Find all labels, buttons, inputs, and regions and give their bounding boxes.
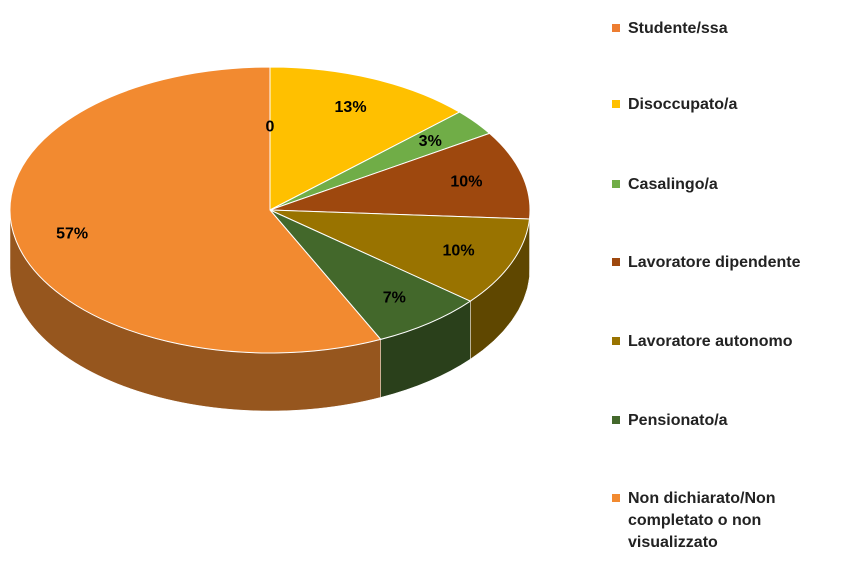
legend-swatch: [612, 494, 620, 502]
legend-swatch: [612, 100, 620, 108]
legend-label: Lavoratore dipendente: [628, 254, 801, 271]
legend-label: Pensionato/a: [628, 412, 728, 429]
data-label: 3%: [419, 133, 442, 150]
data-label: 10%: [443, 242, 475, 259]
data-label: 10%: [450, 173, 482, 190]
pie-slice: [269, 209, 531, 302]
data-label: 57%: [56, 226, 88, 243]
legend-item: Studente/ssa: [612, 18, 848, 40]
legend-item: Lavoratore autonomo: [612, 331, 848, 353]
pie-slice: [269, 209, 472, 340]
legend-item: Casalingo/a: [612, 174, 848, 196]
chart: 0 13% 3% 10% 10% 7% 57%: [9, 66, 531, 412]
legend-label: Non dichiarato/Non completato o non visu…: [628, 490, 776, 551]
legend-item: Non dichiarato/Non completato o non visu…: [612, 488, 848, 554]
pie-slice: [9, 66, 382, 354]
legend-label: Casalingo/a: [628, 176, 718, 193]
legend-swatch: [612, 416, 620, 424]
legend-item: Pensionato/a: [612, 410, 848, 432]
legend-swatch: [612, 337, 620, 345]
pie-slice: [269, 132, 531, 220]
legend-swatch: [612, 180, 620, 188]
data-label: 13%: [335, 99, 367, 116]
legend-swatch: [612, 24, 620, 32]
legend-swatch: [612, 258, 620, 266]
legend-item: Disoccupato/a: [612, 94, 848, 116]
pie-slice: [269, 66, 461, 211]
data-label: 7%: [383, 289, 406, 306]
legend-label: Lavoratore autonomo: [628, 333, 793, 350]
legend-label: Studente/ssa: [628, 20, 728, 37]
data-label: 0: [266, 118, 275, 135]
legend-item: Lavoratore dipendente: [612, 252, 848, 274]
legend-label: Disoccupato/a: [628, 96, 738, 113]
